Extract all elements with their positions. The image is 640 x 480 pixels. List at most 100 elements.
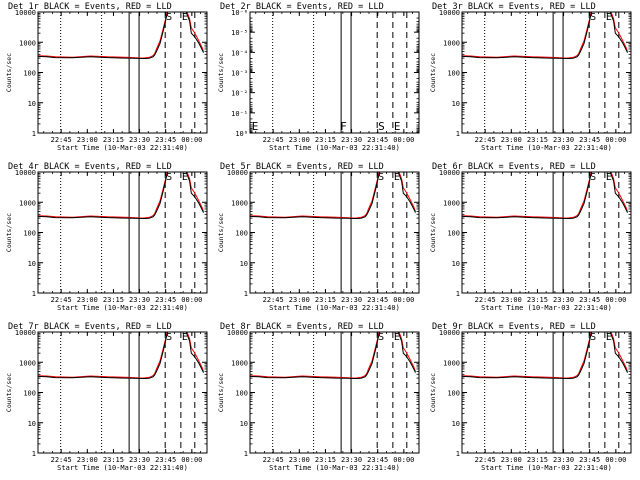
y-tick-label: 10⁻⁴ bbox=[231, 49, 248, 57]
plot-frame bbox=[37, 11, 208, 134]
events-series-line bbox=[38, 332, 204, 379]
x-tick-label: 23:30 bbox=[129, 456, 150, 464]
y-tick-label: 1000 bbox=[19, 39, 36, 47]
annotation-label: S bbox=[166, 12, 172, 23]
y-tick-label: 1000 bbox=[19, 199, 36, 207]
x-axis-label: Start Time (10-Mar-03 22:31:40) bbox=[481, 464, 612, 472]
x-axis-label: Start Time (10-Mar-03 22:31:40) bbox=[57, 144, 188, 152]
x-tick-label: 00:00 bbox=[393, 296, 414, 304]
x-tick-label: 23:30 bbox=[341, 456, 362, 464]
x-tick-label: 23:15 bbox=[103, 456, 124, 464]
plot-frame bbox=[249, 331, 420, 454]
x-tick-label: 22:45 bbox=[475, 136, 496, 144]
x-tick-label: 23:45 bbox=[367, 296, 388, 304]
y-tick-label: 10 bbox=[240, 420, 248, 428]
x-tick-label: 00:00 bbox=[181, 456, 202, 464]
x-tick-label: 23:30 bbox=[129, 296, 150, 304]
y-tick-label: 10⁰ bbox=[235, 130, 248, 138]
x-tick-label: 23:30 bbox=[129, 136, 150, 144]
x-tick-label: 23:15 bbox=[527, 136, 548, 144]
annotation-label: S bbox=[378, 120, 385, 133]
detector-panel: Det 4r BLACK = Events, RED = LLD Counts/s… bbox=[5, 162, 208, 312]
y-axis-label: Counts/sec bbox=[217, 373, 225, 412]
series-group bbox=[462, 172, 628, 219]
x-tick-label: 22:45 bbox=[475, 456, 496, 464]
x-tick-label: 23:00 bbox=[501, 456, 522, 464]
y-tick-label: 100 bbox=[447, 70, 460, 78]
y-tick-label: 10⁻⁶ bbox=[231, 9, 248, 17]
x-tick-label: 23:00 bbox=[77, 136, 98, 144]
x-tick-label: 22:45 bbox=[263, 456, 284, 464]
x-tick-label: 23:45 bbox=[579, 296, 600, 304]
y-tick-label: 100 bbox=[23, 70, 36, 78]
y-tick-label: 1 bbox=[32, 130, 36, 138]
panel-title: Det 5r BLACK = Events, RED = LLD bbox=[220, 162, 384, 172]
y-tick-label: 1 bbox=[456, 450, 460, 458]
x-tick-label: 23:45 bbox=[155, 296, 176, 304]
events-series-line bbox=[250, 172, 416, 219]
series-group bbox=[38, 172, 204, 219]
y-tick-label: 1 bbox=[456, 130, 460, 138]
x-tick-label: 00:00 bbox=[181, 136, 202, 144]
y-axis-label: Counts/sec bbox=[429, 213, 437, 252]
x-tick-label: 23:45 bbox=[367, 456, 388, 464]
panel-title: Det 2r BLACK = Events, RED = LLD bbox=[220, 2, 384, 12]
y-tick-label: 10000 bbox=[15, 169, 36, 177]
annotation-label: S bbox=[166, 172, 172, 183]
events-series-line bbox=[250, 332, 416, 379]
y-tick-label: 10000 bbox=[439, 329, 460, 337]
x-tick-label: 23:30 bbox=[553, 296, 574, 304]
annotation-label: F bbox=[340, 120, 347, 133]
x-tick-label: 23:15 bbox=[527, 456, 548, 464]
annotation-label: E bbox=[182, 12, 188, 23]
detector-panel: Det 2r BLACK = Events, RED = LLD Counts/s… bbox=[217, 2, 420, 152]
events-series-line bbox=[462, 332, 628, 379]
annotation-label: S bbox=[166, 332, 172, 343]
detector-panel: Det 8r BLACK = Events, RED = LLD Counts/s… bbox=[217, 322, 420, 472]
y-tick-label: 1000 bbox=[443, 199, 460, 207]
plot-frame bbox=[249, 171, 420, 294]
y-tick-label: 10 bbox=[28, 260, 36, 268]
y-tick-label: 100 bbox=[235, 390, 248, 398]
series-group bbox=[38, 332, 204, 379]
y-tick-label: 10 bbox=[240, 260, 248, 268]
y-tick-label: 10⁻² bbox=[231, 90, 248, 98]
x-tick-label: 23:00 bbox=[289, 456, 310, 464]
x-tick-label: 00:00 bbox=[605, 136, 626, 144]
annotation-label: E bbox=[394, 332, 400, 343]
x-tick-label: 23:45 bbox=[367, 136, 388, 144]
y-axis-label: Counts/sec bbox=[217, 213, 225, 252]
annotation-label: E bbox=[182, 332, 188, 343]
y-tick-label: 100 bbox=[447, 390, 460, 398]
y-tick-label: 10 bbox=[452, 420, 460, 428]
y-tick-label: 1000 bbox=[443, 39, 460, 47]
plot-frame bbox=[249, 11, 420, 134]
y-tick-label: 10⁻¹ bbox=[231, 110, 248, 118]
x-axis-label: Start Time (10-Mar-03 22:31:40) bbox=[269, 464, 400, 472]
detector-panel: Det 3r BLACK = Events, RED = LLD Counts/s… bbox=[429, 2, 632, 152]
y-tick-label: 10000 bbox=[227, 169, 248, 177]
x-tick-label: 00:00 bbox=[181, 296, 202, 304]
annotation-label: E bbox=[182, 172, 188, 183]
plot-frame bbox=[461, 331, 632, 454]
detector-panel: Det 7r BLACK = Events, RED = LLD Counts/s… bbox=[5, 322, 208, 472]
annotation-label: S bbox=[590, 12, 596, 23]
y-tick-label: 1000 bbox=[231, 359, 248, 367]
series-group bbox=[462, 12, 628, 59]
panel-title: Det 8r BLACK = Events, RED = LLD bbox=[220, 322, 384, 332]
x-tick-label: 23:15 bbox=[315, 456, 336, 464]
y-tick-label: 1000 bbox=[19, 359, 36, 367]
y-axis-label: Counts/sec bbox=[5, 213, 13, 252]
x-tick-label: 22:45 bbox=[51, 136, 72, 144]
x-tick-label: 23:00 bbox=[501, 136, 522, 144]
x-axis-label: Start Time (10-Mar-03 22:31:40) bbox=[269, 304, 400, 312]
y-axis-label: Counts/sec bbox=[429, 53, 437, 92]
x-tick-label: 00:00 bbox=[393, 136, 414, 144]
y-tick-label: 1 bbox=[456, 290, 460, 298]
y-tick-label: 10000 bbox=[439, 9, 460, 17]
x-axis-label: Start Time (10-Mar-03 22:31:40) bbox=[269, 144, 400, 152]
y-axis-label: Counts/sec bbox=[5, 53, 13, 92]
y-tick-label: 100 bbox=[23, 230, 36, 238]
x-tick-label: 23:45 bbox=[155, 456, 176, 464]
